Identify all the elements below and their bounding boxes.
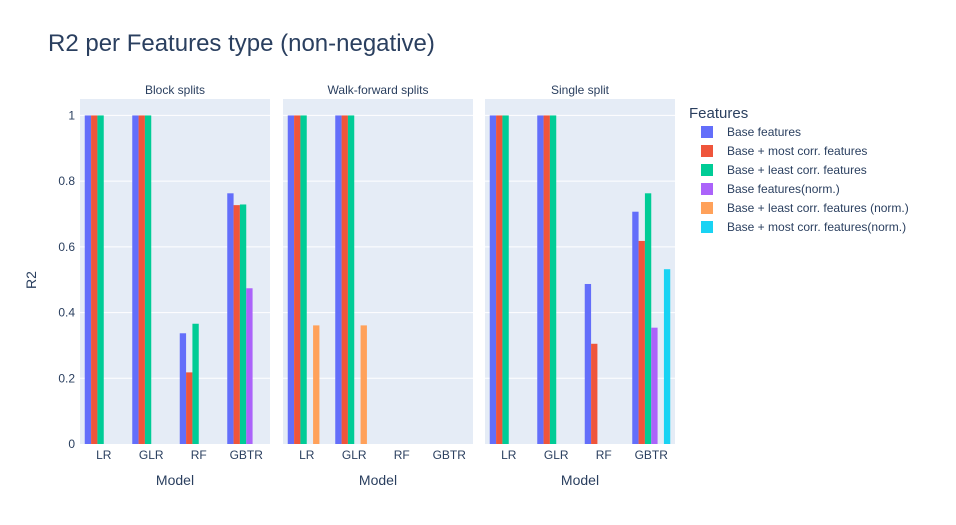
bar-block-splits-glr-base-features — [132, 115, 139, 444]
chart-title: R2 per Features type (non-negative) — [48, 30, 435, 57]
bar-single-split-lr-base-features — [489, 115, 497, 444]
x-axis-label: Model — [156, 472, 194, 488]
bar-block-splits-glr-base-most-corr-features — [138, 115, 145, 444]
x-tick-label: GBTR — [433, 448, 467, 462]
legend-item-base-most-corr-features-norm[interactable]: Base + most corr. features(norm.) — [701, 220, 906, 234]
bar-block-splits-gbtr-base-least-corr-features — [239, 204, 247, 444]
legend-item-base-least-corr-features-norm[interactable]: Base + least corr. features (norm.) — [701, 201, 909, 215]
bar-single-split-lr-base-least-corr-features — [502, 115, 509, 444]
subplot-title: Block splits — [145, 83, 205, 97]
legend-label: Base + least corr. features — [727, 163, 867, 177]
legend-swatch — [701, 164, 713, 176]
legend-swatch — [701, 145, 713, 157]
x-tick-label: GLR — [544, 448, 569, 462]
bar-block-splits-gbtr-base-features-norm — [246, 288, 253, 444]
subplot-title: Walk-forward splits — [328, 83, 429, 97]
legend-swatch — [701, 221, 713, 233]
x-axis-label: Model — [561, 472, 599, 488]
bar-single-split-glr-base-most-corr-features — [543, 115, 550, 444]
legend-swatch — [701, 126, 713, 138]
x-tick-label: LR — [96, 448, 112, 462]
legend-label: Base + least corr. features (norm.) — [727, 201, 909, 215]
bar-block-splits-gbtr-base-most-corr-features — [233, 205, 240, 444]
bar-single-split-rf-base-most-corr-features — [591, 343, 598, 444]
x-tick-label: RF — [596, 448, 612, 462]
legend-item-base-features-norm[interactable]: Base features(norm.) — [701, 182, 840, 196]
legend-label: Base + most corr. features — [727, 144, 867, 158]
y-tick-label: 0 — [68, 437, 75, 451]
subplots: 0 0.2 0.4 0.6 0.8 1 Block splits LR GLR RF GBTR Mod… — [58, 83, 675, 488]
x-tick-label: GBTR — [635, 448, 669, 462]
bar-single-split-rf-base-features — [584, 283, 592, 444]
bar-block-splits-gbtr-base-features — [227, 193, 234, 444]
bar-walk-forward-splits-glr-base-least-corr-features — [347, 115, 355, 444]
legend-swatch — [701, 183, 713, 195]
y-axis-label: R2 — [23, 271, 39, 289]
bar-block-splits-lr-base-features — [84, 115, 92, 444]
bar-walk-forward-splits-lr-base-most-corr-features — [294, 115, 301, 444]
x-tick-label: RF — [191, 448, 207, 462]
bar-single-split-gbtr-base-most-corr-features-norm — [663, 269, 671, 444]
x-axis-label: Model — [359, 472, 397, 488]
bar-walk-forward-splits-lr-base-least-corr-features-norm — [313, 325, 320, 444]
x-tick-label: RF — [394, 448, 410, 462]
x-tick-label: GLR — [342, 448, 367, 462]
bar-block-splits-rf-base-least-corr-features — [192, 323, 199, 444]
subplot-block-splits: Block splits LR GLR RF GBTR Model — [80, 83, 270, 488]
y-tick-label: 0.6 — [58, 240, 75, 254]
bar-walk-forward-splits-lr-base-features — [287, 115, 295, 444]
bar-single-split-gbtr-base-features — [632, 211, 639, 444]
x-tick-label: GLR — [139, 448, 164, 462]
y-tick-label: 1 — [68, 108, 75, 122]
legend-item-base-features[interactable]: Base features — [701, 125, 801, 139]
bar-block-splits-lr-base-least-corr-features — [97, 115, 104, 444]
x-tick-label: LR — [501, 448, 517, 462]
plot-background — [283, 99, 473, 444]
y-tick-label: 0.4 — [58, 306, 75, 320]
subplot-title: Single split — [551, 83, 610, 97]
bar-block-splits-rf-base-features — [179, 333, 187, 444]
subplot-single-split: Single split LR GLR RF GBTR Model — [485, 83, 675, 488]
y-tick-label: 0.8 — [58, 174, 75, 188]
legend-label: Base features(norm.) — [727, 182, 840, 196]
bar-single-split-lr-base-most-corr-features — [496, 115, 503, 444]
bar-single-split-glr-base-features — [537, 115, 544, 444]
y-tick-label: 0.2 — [58, 371, 75, 385]
x-tick-label: LR — [299, 448, 315, 462]
legend-item-base-most-corr-features[interactable]: Base + most corr. features — [701, 144, 867, 158]
legend-title: Features — [689, 105, 748, 122]
bar-walk-forward-splits-glr-base-least-corr-features-norm — [360, 325, 367, 444]
legend-item-base-least-corr-features[interactable]: Base + least corr. features — [701, 163, 867, 177]
legend-swatch — [701, 202, 713, 214]
subplot-walk-forward-splits: Walk-forward splits LR GLR RF GBTR Model — [283, 83, 473, 488]
bar-block-splits-glr-base-least-corr-features — [144, 115, 152, 444]
bar-single-split-gbtr-base-most-corr-features — [638, 240, 645, 444]
bar-walk-forward-splits-glr-base-most-corr-features — [341, 115, 348, 444]
legend: Features Base features Base + most corr. … — [689, 105, 909, 234]
legend-label: Base + most corr. features(norm.) — [727, 220, 906, 234]
x-tick-label: GBTR — [230, 448, 264, 462]
bar-walk-forward-splits-lr-base-least-corr-features — [300, 115, 307, 444]
bar-single-split-gbtr-base-features-norm — [651, 327, 658, 444]
bar-single-split-gbtr-base-least-corr-features — [644, 193, 652, 444]
bar-walk-forward-splits-glr-base-features — [335, 115, 342, 444]
bar-block-splits-lr-base-most-corr-features — [91, 115, 98, 444]
legend-label: Base features — [727, 125, 801, 139]
bar-block-splits-rf-base-most-corr-features — [186, 372, 193, 444]
bar-single-split-glr-base-least-corr-features — [549, 115, 557, 444]
